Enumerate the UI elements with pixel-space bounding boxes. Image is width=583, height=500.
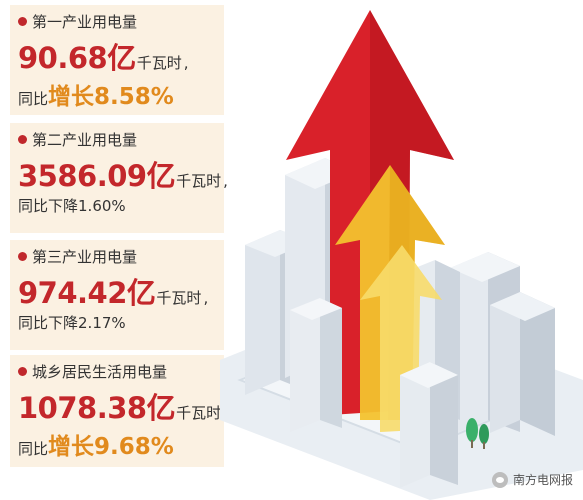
bullet-dot-icon [18, 17, 27, 26]
stat-unit: 千瓦时 [156, 289, 202, 307]
building-front-right [400, 362, 458, 488]
city-arrows-illustration [220, 10, 583, 500]
stat-comma: , [183, 54, 189, 72]
stat-unit: 千瓦时 [136, 54, 182, 72]
stat-value: 1078.38亿 [18, 391, 176, 425]
stat-title: 第一产业用电量 [32, 13, 138, 31]
stat-title: 城乡居民生活用电量 [32, 363, 168, 381]
stat-title: 第二产业用电量 [32, 131, 138, 149]
stat-comma: , [203, 289, 209, 307]
stat-unit: 千瓦时 [176, 172, 222, 190]
change-prefix: 同比 [18, 90, 49, 108]
stat-value: 974.42亿 [18, 276, 156, 310]
building-front-left [290, 298, 342, 432]
bullet-dot-icon [18, 367, 27, 376]
change-prefix: 同比 [18, 440, 49, 458]
bullet-dot-icon [18, 135, 27, 144]
stat-panel-tertiary-industry: 第三产业用电量 974.42亿千瓦时, 同比下降2.17% [10, 240, 224, 350]
light-yellow-arrow [360, 245, 442, 432]
change-prefix: 同比 [18, 197, 49, 215]
change-value: 下降2.17% [48, 314, 126, 332]
stat-panel-primary-industry: 第一产业用电量 90.68亿千瓦时, 同比增长8.58% [10, 5, 224, 115]
stat-title: 第三产业用电量 [32, 248, 138, 266]
watermark: 南方电网报 [491, 471, 573, 488]
change-value: 增长9.68% [48, 434, 174, 460]
wechat-icon [491, 471, 508, 488]
tree-icon [466, 418, 489, 449]
change-value: 增长8.58% [48, 84, 174, 110]
stat-value: 3586.09亿 [18, 159, 176, 193]
stat-panel-residential: 城乡居民生活用电量 1078.38亿千瓦时, 同比增长9.68% [10, 355, 228, 467]
stat-value: 90.68亿 [18, 41, 136, 75]
stat-unit: 千瓦时 [176, 404, 222, 422]
bullet-dot-icon [18, 252, 27, 261]
watermark-text: 南方电网报 [512, 473, 573, 487]
building-right-mid [490, 292, 555, 436]
change-prefix: 同比 [18, 314, 49, 332]
stat-panel-secondary-industry: 第二产业用电量 3586.09亿千瓦时, 同比下降1.60% [10, 123, 228, 233]
stat-comma: , [223, 172, 228, 190]
change-value: 下降1.60% [48, 197, 126, 215]
